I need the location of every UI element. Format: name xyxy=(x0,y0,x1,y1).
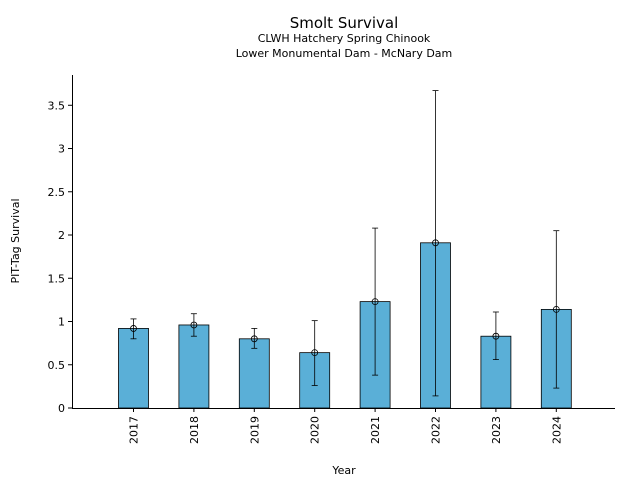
y-tick-label: 1.5 xyxy=(48,272,66,285)
x-axis-label: Year xyxy=(331,464,356,477)
bar-2019 xyxy=(238,338,270,409)
x-tick-label: 2017 xyxy=(128,416,141,444)
point-marker-2022 xyxy=(432,239,439,247)
y-tick-label: 3.5 xyxy=(48,99,66,112)
bar-2017 xyxy=(118,328,149,409)
point-marker-2023 xyxy=(492,332,500,340)
x-tick-label: 2018 xyxy=(188,416,201,444)
point-marker-2020 xyxy=(311,349,319,357)
point-marker-2021 xyxy=(371,298,379,306)
x-tick-label: 2019 xyxy=(248,416,261,444)
point-marker-2019 xyxy=(250,335,258,343)
y-axis-ticks: 0 0.5 1 1.5 2 2.5 3 3.5 xyxy=(48,99,72,415)
bar-2018 xyxy=(178,324,210,409)
x-tick-label: 2023 xyxy=(490,416,503,444)
y-tick-label: 1 xyxy=(58,316,65,329)
chart-title: Smolt Survival xyxy=(290,14,399,32)
chart-subtitle-line-2: Lower Monumental Dam - McNary Dam xyxy=(236,47,453,60)
error-bars xyxy=(130,90,560,397)
bar-2023 xyxy=(480,335,512,409)
y-axis-label: PIT-Tag Survival xyxy=(9,198,22,283)
x-tick-label: 2021 xyxy=(369,416,382,444)
point-marker-2018 xyxy=(190,321,198,329)
point-marker-2024 xyxy=(552,305,560,313)
x-tick-label: 2024 xyxy=(550,416,563,444)
y-tick-label: 0 xyxy=(58,402,65,415)
y-tick-label: 3 xyxy=(58,143,65,156)
x-tick-label: 2022 xyxy=(430,416,443,444)
x-tick-label: 2020 xyxy=(309,416,322,444)
y-tick-label: 0.5 xyxy=(48,359,66,372)
y-tick-label: 2 xyxy=(58,229,65,242)
y-tick-label: 2.5 xyxy=(48,186,66,199)
x-axis-ticks: 2017 2018 2019 2020 2021 2022 2023 2024 xyxy=(128,408,563,444)
chart-subtitle-line-1: CLWH Hatchery Spring Chinook xyxy=(258,32,431,45)
point-marker-2017 xyxy=(130,325,137,332)
bar-series xyxy=(118,242,572,409)
